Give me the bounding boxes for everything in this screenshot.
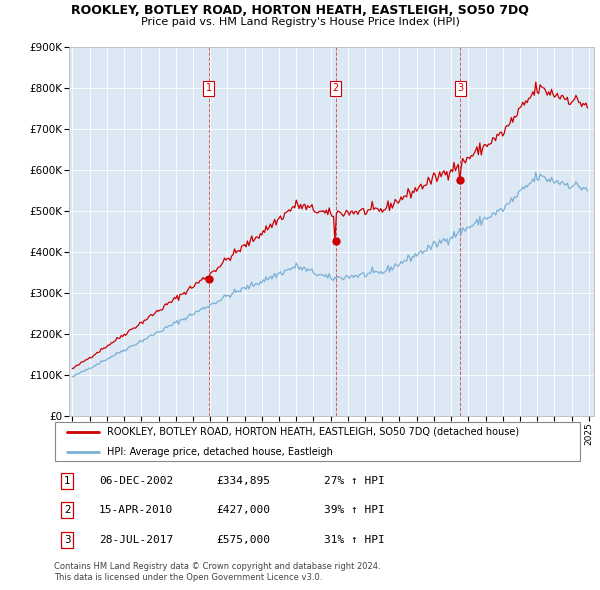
Text: ROOKLEY, BOTLEY ROAD, HORTON HEATH, EASTLEIGH, SO50 7DQ (detached house): ROOKLEY, BOTLEY ROAD, HORTON HEATH, EAST… [107,427,519,437]
Text: 3: 3 [64,535,71,545]
Text: 2: 2 [64,506,71,515]
Text: 15-APR-2010: 15-APR-2010 [99,506,173,515]
Text: This data is licensed under the Open Government Licence v3.0.: This data is licensed under the Open Gov… [54,572,322,582]
FancyBboxPatch shape [55,422,580,461]
Text: 06-DEC-2002: 06-DEC-2002 [99,476,173,486]
Text: HPI: Average price, detached house, Eastleigh: HPI: Average price, detached house, East… [107,447,332,457]
Text: ROOKLEY, BOTLEY ROAD, HORTON HEATH, EASTLEIGH, SO50 7DQ: ROOKLEY, BOTLEY ROAD, HORTON HEATH, EAST… [71,4,529,17]
Text: Contains HM Land Registry data © Crown copyright and database right 2024.: Contains HM Land Registry data © Crown c… [54,562,380,571]
Text: 39% ↑ HPI: 39% ↑ HPI [324,506,385,515]
Text: 2: 2 [332,83,339,93]
Text: 3: 3 [457,83,463,93]
Text: 28-JUL-2017: 28-JUL-2017 [99,535,173,545]
Text: 1: 1 [206,83,212,93]
Text: 1: 1 [64,476,71,486]
Text: £575,000: £575,000 [216,535,270,545]
Text: Price paid vs. HM Land Registry's House Price Index (HPI): Price paid vs. HM Land Registry's House … [140,17,460,27]
Text: 27% ↑ HPI: 27% ↑ HPI [324,476,385,486]
Text: 31% ↑ HPI: 31% ↑ HPI [324,535,385,545]
Text: £427,000: £427,000 [216,506,270,515]
Text: £334,895: £334,895 [216,476,270,486]
